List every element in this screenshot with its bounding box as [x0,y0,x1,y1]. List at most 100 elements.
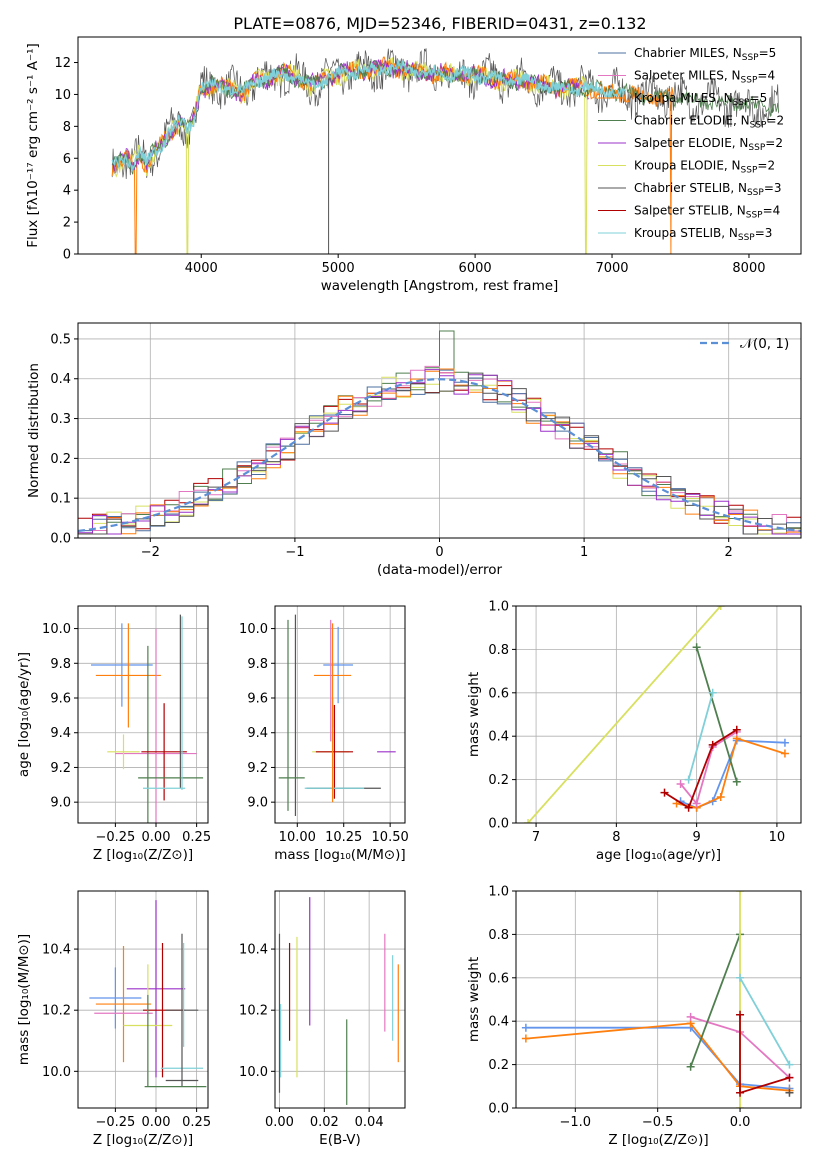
mass-vs-z-point [89,967,142,1029]
age-vs-mass-panel: 10.00 10.25 10.50 9.0 9.2 9.4 9.6 9.8 10.0 mass [… [239,605,409,863]
mass-vs-ebv-xlabel: E(B-V) [319,1132,361,1148]
weight-vs-age-frame [515,605,802,824]
age-vs-z-ytick-label: 9.8 [50,657,71,672]
residuals-ytick-label: 0.5 [50,332,71,347]
weight-vs-age-plot-area [524,606,789,823]
legend-entry-label: Kroupa ELODIE, NSSP=2 [634,159,775,176]
weight-vs-z-series [736,1010,794,1097]
weight-vs-z-panel: −1.0 −0.5 0.0 0.0 0.2 0.4 0.6 0.8 1.0 Z [log₁₀(Z/… [466,885,802,1148]
weight-vs-z-line [525,1022,790,1092]
mass-vs-z-ytick-label: 10.4 [42,943,71,958]
weight-vs-z-xtick-label: −0.5 [642,1115,674,1130]
mass-vs-z-point [165,933,199,1087]
age-vs-z-ytick-label: 9.4 [50,726,71,741]
residuals-ytick-label: 0.0 [50,532,71,547]
weight-vs-z-xtick-label: −1.0 [560,1115,592,1130]
weight-vs-age-xtick-label: 7 [532,830,540,845]
age-vs-z-point [95,623,161,728]
weight-vs-z-line [689,934,741,1068]
weight-vs-z-marker [736,1010,745,1019]
spectrum-xtick-label: 8000 [732,261,765,276]
age-vs-z-frame [77,605,209,824]
weight-vs-z-marker [785,1060,794,1069]
histogram-series [78,372,801,535]
residuals-plot-area [78,330,801,535]
legend-entry-label: Chabrier STELIB, NSSP=3 [634,181,782,198]
spectrum-legend: Chabrier MILES, NSSP=5 Salpeter MILES, NS… [598,46,784,243]
weight-vs-z-marker [686,1062,695,1071]
mass-vs-z-ytick-label: 10.0 [42,1065,71,1080]
weight-vs-age-ytick-label: 0.8 [488,643,509,658]
weight-vs-age-ytick-label: 1.0 [488,600,509,615]
spectrum-xtick-label: 4000 [185,261,218,276]
weight-vs-z-series [785,1088,794,1097]
spectrum-xtick-label: 6000 [459,261,492,276]
weight-vs-z-marker [785,1088,794,1097]
weight-vs-age-xtick-label: 9 [692,830,700,845]
residuals-ytick-label: 0.4 [50,372,71,387]
age-vs-mass-ytick-label: 9.0 [247,796,268,811]
age-vs-z-ytick-label: 9.0 [50,796,71,811]
weight-vs-z-marker [521,1034,530,1043]
weight-vs-age-marker [692,643,701,652]
weight-vs-age-ytick-label: 0.2 [488,773,509,788]
weight-vs-z-xlabel: Z [log₁₀(Z/Z⊙)] [608,1132,708,1148]
age-vs-mass-ytick-label: 10.0 [239,622,268,637]
residuals-ytick-label: 0.3 [50,412,71,427]
age-vs-mass-xtick-label: 10.50 [372,830,409,845]
age-vs-mass-ytick-label: 9.8 [247,657,268,672]
weight-vs-age-series [660,725,741,812]
mass-vs-z-point [126,900,186,1078]
mass-vs-z-ylabel: mass [log₁₀(M/M⊙)] [16,934,32,1065]
age-vs-mass-plot-area [278,614,396,817]
mass-vs-z-xtick-label: −0.25 [95,1115,135,1130]
residuals-xtick-label: 2 [725,545,733,560]
legend-entry-label: Kroupa STELIB, NSSP=3 [634,226,772,243]
mass-vs-ebv-panel: 0.00 0.02 0.04 10.0 10.2 10.4 E(B-V) [239,890,406,1148]
spectrum-line [111,59,779,175]
weight-vs-z-ylabel: mass weight [466,957,482,1042]
weight-vs-age-xlabel: age [log₁₀(age/yr)] [596,847,721,863]
age-vs-mass-point [323,626,353,704]
gaussian-curve [78,378,801,533]
weight-vs-age-series [524,606,725,823]
spectrum-ytick-label: 2 [63,216,71,231]
age-vs-z-xlabel: Z [log₁₀(Z/Z⊙)] [93,847,193,863]
weight-vs-age-marker [732,725,741,734]
figure-title: PLATE=0876, MJD=52346, FIBERID=0431, z=0… [233,14,646,33]
weight-vs-age-panel: 7 8 9 10 0.0 0.2 0.4 0.6 0.8 1.0 age [log₁₀(age/yr… [466,600,802,863]
legend-entry-label: Salpeter STELIB, NSSP=4 [634,204,780,221]
age-vs-z-plot-area [91,614,204,823]
mass-vs-ebv-plot-area [278,897,399,1105]
weight-vs-age-line [687,692,714,780]
weight-vs-z-marker [686,1012,695,1021]
histogram-series [78,369,801,535]
mass-vs-z-frame [77,890,209,1109]
age-vs-z-xtick-label: 0.25 [182,830,211,845]
residuals-ytick-label: 0.1 [50,492,71,507]
mass-vs-ebv-xtick-label: 0.02 [310,1115,339,1130]
weight-vs-age-ytick-label: 0.6 [488,686,509,701]
residuals-xlabel: (data-model)/error [377,562,503,578]
residuals-ytick-label: 0.2 [50,452,71,467]
age-vs-z-point [115,628,197,823]
legend-entry-label: Kroupa MILES, NSSP=5 [634,91,767,108]
spectrum-ylabel: Flux [fλ10⁻¹⁷ erg cm⁻² s⁻¹ A⁻¹] [25,43,41,248]
age-vs-mass-ytick-label: 9.2 [247,761,268,776]
mass-vs-z-xtick-label: 0.25 [182,1115,211,1130]
weight-vs-z-series [736,973,794,1069]
spectrum-xlabel: wavelength [Angstrom, rest frame] [321,278,559,294]
weight-vs-z-ytick-label: 0.6 [488,971,509,986]
age-vs-mass-xtick-label: 10.25 [325,830,362,845]
weight-vs-age-ytick-label: 0.4 [488,730,509,745]
weight-vs-z-marker [736,1104,745,1108]
age-vs-mass-xlabel: mass [log₁₀(M/M⊙)] [274,847,405,863]
mass-vs-z-plot-area [89,900,207,1088]
spectrum-ytick-label: 0 [63,248,71,263]
spectrum-plot-area [111,48,779,254]
spectrum-frame [77,36,802,255]
weight-vs-z-marker [785,1073,794,1082]
age-vs-z-xtick-label: 0.00 [142,830,171,845]
weight-vs-age-marker [676,779,685,788]
